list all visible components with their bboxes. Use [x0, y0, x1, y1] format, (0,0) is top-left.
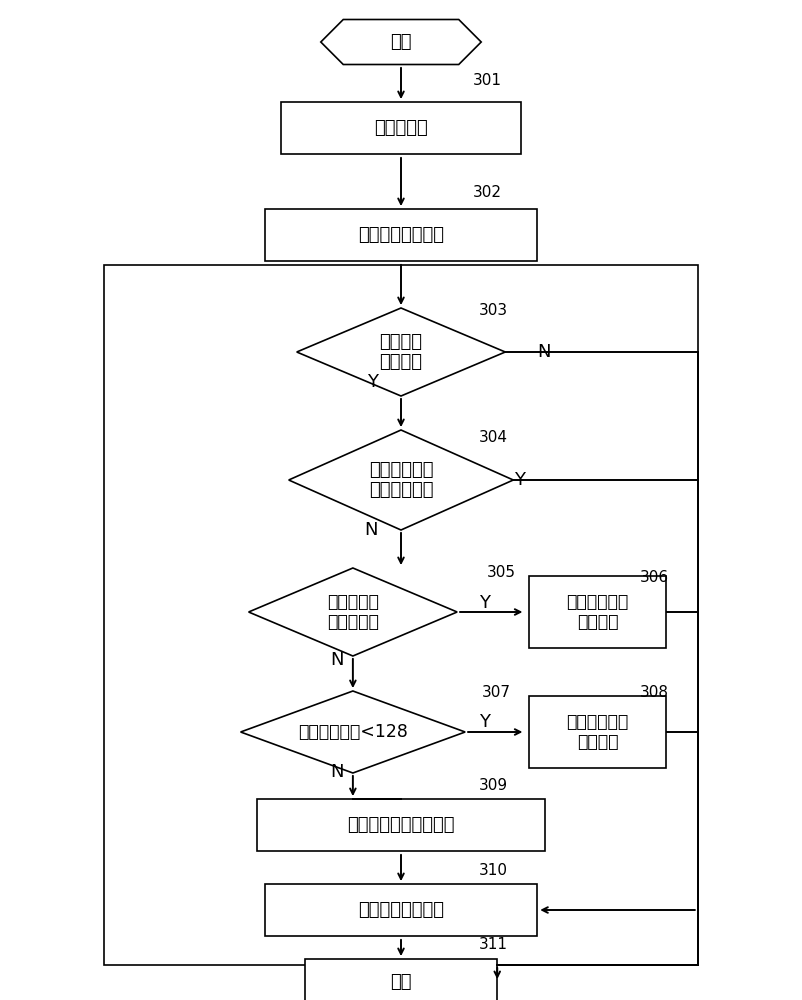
Text: N: N	[330, 651, 343, 669]
Text: 地址掩码长度<128: 地址掩码长度<128	[298, 723, 408, 741]
Text: 302: 302	[473, 185, 502, 200]
Text: 将其地址加入
第一链表: 将其地址加入 第一链表	[566, 593, 629, 631]
Text: 将其地址加入第三链表: 将其地址加入第三链表	[347, 816, 455, 834]
Text: 304: 304	[479, 430, 508, 445]
FancyBboxPatch shape	[265, 884, 537, 936]
FancyBboxPatch shape	[265, 209, 537, 261]
Text: Y: Y	[479, 594, 490, 612]
FancyBboxPatch shape	[281, 102, 521, 154]
Text: 305: 305	[487, 565, 516, 580]
Text: Y: Y	[514, 471, 525, 489]
FancyBboxPatch shape	[529, 696, 666, 768]
Text: 初始化链表: 初始化链表	[374, 119, 428, 137]
Text: 309: 309	[479, 778, 508, 793]
Text: 310: 310	[479, 863, 508, 878]
Text: 取第一个接口地址: 取第一个接口地址	[358, 226, 444, 244]
FancyBboxPatch shape	[529, 576, 666, 648]
Text: 303: 303	[479, 303, 508, 318]
FancyBboxPatch shape	[305, 959, 497, 1000]
Text: Y: Y	[479, 713, 490, 731]
Polygon shape	[321, 20, 481, 64]
Polygon shape	[241, 691, 465, 773]
Text: 301: 301	[473, 73, 502, 88]
Text: 在虚链路所
在传输区域: 在虚链路所 在传输区域	[327, 593, 379, 631]
Text: N: N	[537, 343, 550, 361]
Text: 311: 311	[479, 937, 508, 952]
Polygon shape	[289, 430, 513, 530]
Text: N: N	[364, 521, 377, 539]
Text: 取下一个接口地址: 取下一个接口地址	[358, 901, 444, 919]
Text: 306: 306	[640, 570, 669, 585]
Text: 是本地链路地
址或环回地址: 是本地链路地 址或环回地址	[369, 461, 433, 499]
Text: 结束: 结束	[391, 973, 411, 991]
Text: 307: 307	[482, 685, 511, 700]
Text: 308: 308	[640, 685, 669, 700]
Polygon shape	[297, 308, 505, 396]
Text: 开始: 开始	[391, 33, 411, 51]
Text: 将其地址加入
第二链表: 将其地址加入 第二链表	[566, 713, 629, 751]
Bar	[104, 265, 698, 965]
Text: 接口地址
是否存在: 接口地址 是否存在	[379, 333, 423, 371]
Text: Y: Y	[367, 373, 378, 391]
Text: N: N	[330, 763, 343, 781]
Polygon shape	[249, 568, 457, 656]
FancyBboxPatch shape	[257, 799, 545, 851]
